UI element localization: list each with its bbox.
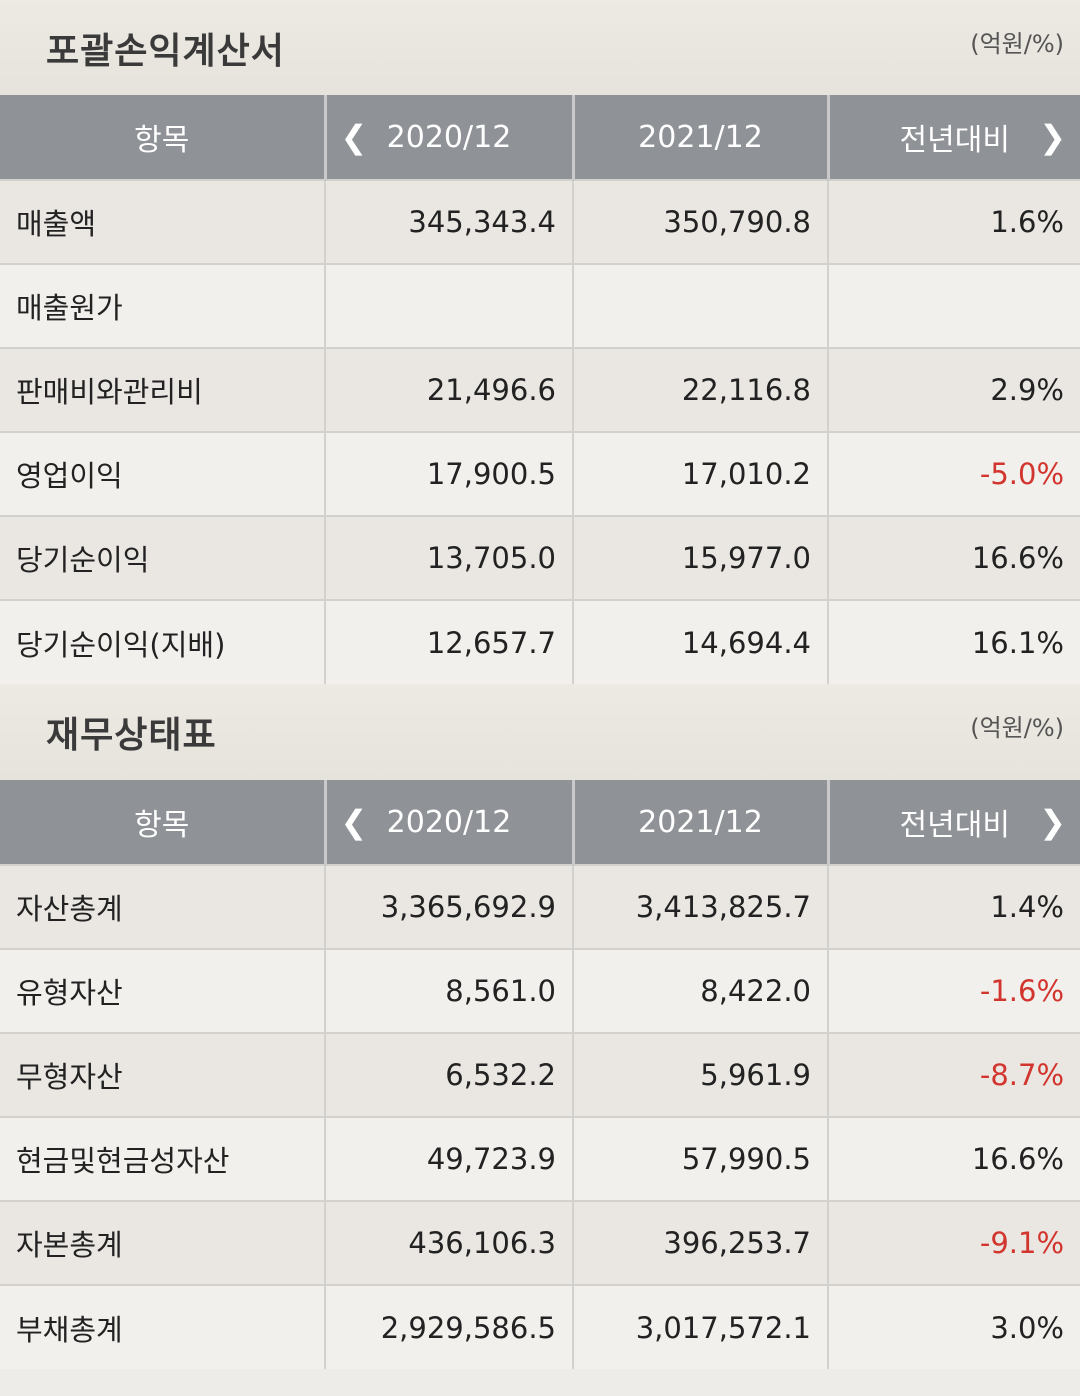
value-2020: 3,365,692.9: [324, 864, 573, 949]
column-header-2021: 2021/12: [571, 95, 828, 180]
column-header-2020: ❮ 2020/12: [323, 95, 573, 180]
income-unit-label: (억원/%): [970, 30, 1064, 58]
value-yoy: -9.1%: [827, 1200, 1080, 1285]
row-label: 영업이익: [0, 431, 325, 516]
value-2020: [324, 263, 573, 348]
row-label: 당기순이익: [0, 515, 325, 600]
value-2020: 436,106.3: [324, 1200, 573, 1285]
value-2020: 21,496.6: [324, 347, 573, 432]
row-label: 매출원가: [0, 263, 325, 348]
column-header-yoy: 전년대비 ❯: [826, 95, 1080, 180]
row-label: 무형자산: [0, 1032, 325, 1117]
value-2021: 8,422.0: [572, 948, 828, 1033]
table-row: 자본총계 436,106.3 396,253.7 -9.1%: [0, 1200, 1080, 1285]
chevron-left-icon[interactable]: ❮: [340, 118, 368, 156]
value-2020: 17,900.5: [324, 431, 573, 516]
row-label: 자본총계: [0, 1200, 325, 1285]
value-2020: 8,561.0: [324, 948, 573, 1033]
chevron-left-icon[interactable]: ❮: [340, 803, 368, 841]
balance-section-header: 재무상태표 (억원/%): [0, 684, 1080, 780]
table-row: 판매비와관리비 21,496.6 22,116.8 2.9%: [0, 347, 1080, 432]
value-yoy: -1.6%: [827, 948, 1080, 1033]
balance-section-title: 재무상태표: [46, 715, 217, 756]
value-2021: 3,413,825.7: [572, 864, 828, 949]
value-yoy: -8.7%: [827, 1032, 1080, 1117]
income-section-title: 포괄손익계산서: [46, 31, 285, 72]
table-row: 부채총계 2,929,586.5 3,017,572.1 3.0%: [0, 1284, 1080, 1369]
value-yoy: 2.9%: [827, 347, 1080, 432]
table-row: 영업이익 17,900.5 17,010.2 -5.0%: [0, 431, 1080, 516]
income-table-header: 항목 ❮ 2020/12 2021/12 전년대비 ❯: [0, 95, 1080, 180]
value-2021: 350,790.8: [572, 179, 828, 264]
column-header-2021: 2021/12: [571, 780, 828, 865]
value-2021: 396,253.7: [572, 1200, 828, 1285]
value-2020: 2,929,586.5: [324, 1284, 573, 1369]
value-2021: 15,977.0: [572, 515, 828, 600]
table-row: 매출원가: [0, 263, 1080, 348]
value-yoy: 1.4%: [827, 864, 1080, 949]
table-row: 당기순이익(지배) 12,657.7 14,694.4 16.1%: [0, 599, 1080, 684]
value-2020: 12,657.7: [324, 599, 573, 684]
value-2020: 49,723.9: [324, 1116, 573, 1201]
row-label: 부채총계: [0, 1284, 325, 1369]
income-section-header: 포괄손익계산서 (억원/%): [0, 0, 1080, 95]
value-yoy: -5.0%: [827, 431, 1080, 516]
value-2021: 22,116.8: [572, 347, 828, 432]
value-2021: 17,010.2: [572, 431, 828, 516]
chevron-right-icon[interactable]: ❯: [1039, 803, 1066, 841]
value-yoy: 1.6%: [827, 179, 1080, 264]
table-row: 자산총계 3,365,692.9 3,413,825.7 1.4%: [0, 864, 1080, 949]
table-row: 유형자산 8,561.0 8,422.0 -1.6%: [0, 948, 1080, 1033]
income-table: 항목 ❮ 2020/12 2021/12 전년대비 ❯ 매출액 345,343.4…: [0, 95, 1080, 684]
column-header-2020: ❮ 2020/12: [323, 780, 573, 865]
value-yoy: [827, 263, 1080, 348]
value-yoy: 16.1%: [827, 599, 1080, 684]
value-yoy: 16.6%: [827, 515, 1080, 600]
column-header-item: 항목: [0, 780, 325, 865]
value-2020: 345,343.4: [324, 179, 573, 264]
table-row: 당기순이익 13,705.0 15,977.0 16.6%: [0, 515, 1080, 600]
column-header-yoy: 전년대비 ❯: [826, 780, 1080, 865]
value-2020: 13,705.0: [324, 515, 573, 600]
value-2020: 6,532.2: [324, 1032, 573, 1117]
row-label: 자산총계: [0, 864, 325, 949]
row-label: 판매비와관리비: [0, 347, 325, 432]
row-label: 당기순이익(지배): [0, 599, 325, 684]
balance-table-header: 항목 ❮ 2020/12 2021/12 전년대비 ❯: [0, 780, 1080, 865]
chevron-right-icon[interactable]: ❯: [1039, 118, 1066, 156]
value-yoy: 3.0%: [827, 1284, 1080, 1369]
table-row: 매출액 345,343.4 350,790.8 1.6%: [0, 179, 1080, 264]
value-2021: [572, 263, 828, 348]
value-2021: 3,017,572.1: [572, 1284, 828, 1369]
row-label: 현금및현금성자산: [0, 1116, 325, 1201]
table-row: 현금및현금성자산 49,723.9 57,990.5 16.6%: [0, 1116, 1080, 1201]
value-2021: 14,694.4: [572, 599, 828, 684]
value-2021: 5,961.9: [572, 1032, 828, 1117]
row-label: 유형자산: [0, 948, 325, 1033]
column-header-item: 항목: [0, 95, 325, 180]
balance-unit-label: (억원/%): [970, 714, 1064, 742]
balance-table: 항목 ❮ 2020/12 2021/12 전년대비 ❯ 자산총계 3,365,69…: [0, 780, 1080, 1369]
table-row: 무형자산 6,532.2 5,961.9 -8.7%: [0, 1032, 1080, 1117]
value-yoy: 16.6%: [827, 1116, 1080, 1201]
value-2021: 57,990.5: [572, 1116, 828, 1201]
row-label: 매출액: [0, 179, 325, 264]
